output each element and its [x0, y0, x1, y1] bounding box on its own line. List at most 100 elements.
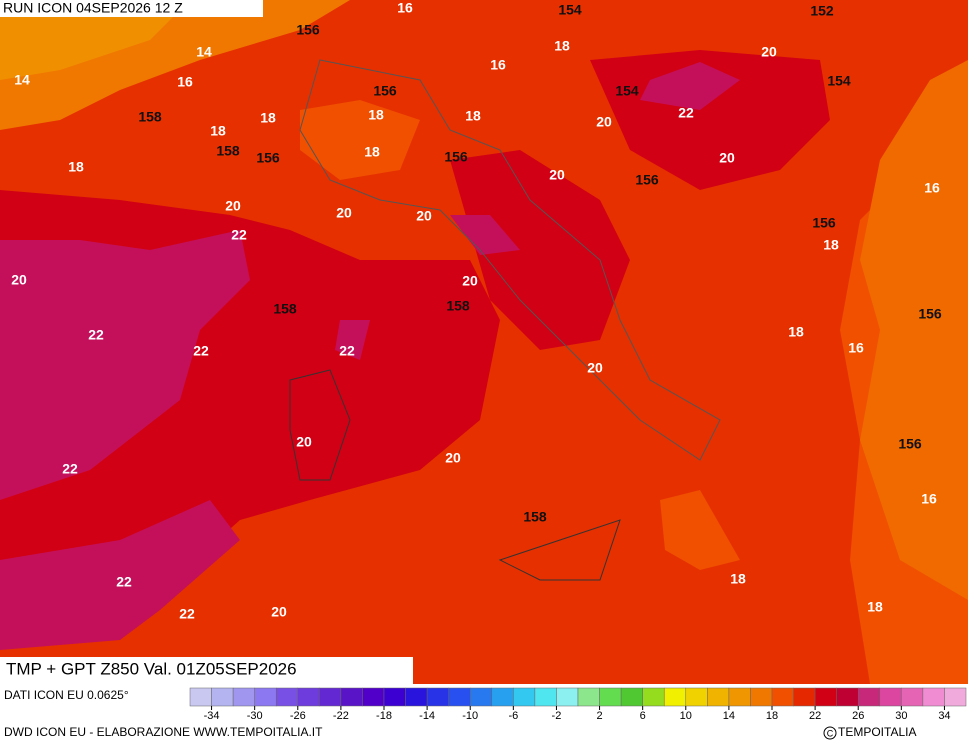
map-background: [0, 0, 968, 684]
temperature-label: 22: [678, 105, 694, 121]
temperature-label: 20: [271, 604, 287, 620]
scale-tick-label: -26: [290, 710, 306, 722]
temperature-label: 22: [179, 606, 195, 622]
scale-tick-label: 10: [680, 710, 692, 722]
scale-tick-label: -30: [247, 710, 263, 722]
scale-swatch: [642, 687, 665, 707]
height-label: 156: [635, 172, 659, 188]
scale-tick-label: -14: [419, 710, 435, 722]
height-label: 154: [827, 73, 851, 89]
run-label: RUN ICON 04SEP2026 12 Z: [3, 0, 183, 16]
height-label: 158: [446, 298, 470, 314]
temperature-label: 18: [867, 599, 883, 615]
scale-tick-label: 34: [938, 710, 950, 722]
temperature-label: 18: [68, 159, 84, 175]
scale-swatch: [319, 687, 342, 707]
scale-swatch: [793, 687, 816, 707]
scale-swatch: [599, 687, 622, 707]
temperature-label: 20: [416, 208, 432, 224]
scale-tick-label: -2: [552, 710, 562, 722]
temperature-label: 20: [445, 450, 461, 466]
source-label: DATI ICON EU 0.0625°: [4, 688, 129, 702]
height-label: 156: [444, 149, 468, 165]
height-label: 158: [216, 143, 240, 159]
scale-swatch: [362, 687, 385, 707]
copyright-c: C: [827, 728, 834, 738]
temperature-label: 16: [921, 491, 937, 507]
height-label: 158: [273, 301, 297, 317]
scale-swatch: [340, 687, 363, 707]
scale-swatch: [836, 687, 859, 707]
scale-swatch: [901, 687, 924, 707]
temperature-label: 22: [193, 343, 209, 359]
scale-tick-label: -22: [333, 710, 349, 722]
temperature-label: 18: [788, 324, 804, 340]
scale-swatch: [297, 687, 320, 707]
scale-swatch: [383, 687, 406, 707]
scale-tick-label: 2: [596, 710, 602, 722]
height-label: 158: [523, 509, 547, 525]
temperature-label: 16: [924, 180, 940, 196]
scale-swatch: [556, 687, 579, 707]
scale-tick-label: -6: [508, 710, 518, 722]
scale-swatch: [426, 687, 449, 707]
scale-swatch: [750, 687, 773, 707]
temperature-label: 16: [177, 74, 193, 90]
scale-swatch: [448, 687, 471, 707]
scale-tick-label: 14: [723, 710, 735, 722]
height-label: 156: [296, 22, 320, 38]
scale-swatch: [254, 687, 277, 707]
temperature-label: 20: [462, 273, 478, 289]
scale-swatch: [491, 687, 514, 707]
temperature-label: 20: [225, 198, 241, 214]
temperature-label: 20: [336, 205, 352, 221]
temperature-label: 20: [549, 167, 565, 183]
temperature-label: 22: [62, 461, 78, 477]
temperature-label: 18: [260, 110, 276, 126]
scale-swatch: [922, 687, 945, 707]
temperature-label: 22: [339, 343, 355, 359]
temperature-label: 22: [231, 227, 247, 243]
temperature-label: 20: [296, 434, 312, 450]
temperature-label: 18: [730, 571, 746, 587]
temperature-label: 14: [196, 44, 212, 60]
title-box: [0, 657, 413, 684]
scale-tick-label: 30: [895, 710, 907, 722]
height-label: 152: [810, 3, 834, 19]
temperature-label: 16: [397, 0, 413, 16]
scale-tick-label: 26: [852, 710, 864, 722]
temperature-label: 14: [14, 72, 30, 88]
scale-swatch: [620, 687, 643, 707]
scale-swatch: [534, 687, 557, 707]
temperature-label: 18: [823, 237, 839, 253]
scale-swatch: [275, 687, 299, 707]
height-label: 156: [918, 306, 942, 322]
copyright-icon: [823, 726, 837, 740]
scale-swatch: [814, 687, 837, 707]
scale-tick-label: -10: [462, 710, 478, 722]
scale-tick-label: 6: [640, 710, 646, 722]
copyright-label: TEMPOITALIA: [838, 725, 916, 739]
scale-swatch: [232, 687, 255, 707]
scale-swatch: [211, 687, 234, 707]
height-label: 156: [812, 215, 836, 231]
temperature-label: 22: [116, 574, 132, 590]
temperature-label: 20: [596, 114, 612, 130]
temperature-label: 18: [210, 123, 226, 139]
scale-swatch: [879, 687, 902, 707]
temperature-label: 18: [465, 108, 481, 124]
height-label: 156: [256, 150, 280, 166]
scale-swatch: [469, 687, 493, 707]
scale-swatch: [685, 687, 708, 707]
scale-swatch: [577, 687, 600, 707]
height-label: 156: [373, 83, 397, 99]
scale-tick-label: -34: [204, 710, 220, 722]
scale-tick-label: 22: [809, 710, 821, 722]
scale-swatch: [663, 687, 687, 707]
credit-label: DWD ICON EU - ELABORAZIONE WWW.TEMPOITAL…: [4, 725, 323, 739]
temperature-label: 22: [88, 327, 104, 343]
scale-swatch: [771, 687, 794, 707]
run-box: [0, 0, 263, 17]
temperature-label: 20: [11, 272, 27, 288]
